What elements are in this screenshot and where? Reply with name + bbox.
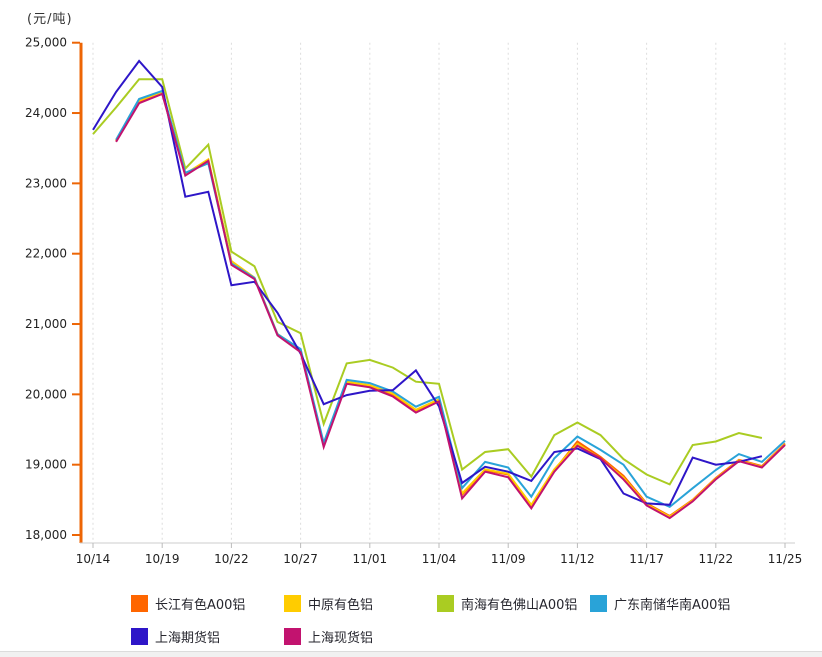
legend-series-name: 上海现货铝 <box>308 630 374 646</box>
vertical-gridlines <box>92 42 786 543</box>
legend-color-swatch <box>437 594 454 612</box>
legend-series-name: 南海有色佛山A00铝 <box>461 597 578 613</box>
svg-text:19,000: 19,000 <box>25 458 67 472</box>
series-line <box>92 78 763 486</box>
svg-text:11/12: 11/12 <box>560 552 595 566</box>
y-axis-tick-labels: 25,000 24,000 23,000 22,000 21,000 20,000 19,0… <box>25 36 67 542</box>
legend-series-name: 上海期货铝 <box>155 630 221 646</box>
svg-text:21,000: 21,000 <box>25 317 67 331</box>
price-line-chart: 25,000 24,000 23,000 22,000 21,000 20,000 19,0… <box>25 36 803 566</box>
y-axis <box>72 41 83 543</box>
legend-color-swatch <box>131 594 148 612</box>
svg-text:22,000: 22,000 <box>25 247 67 261</box>
svg-text:10/19: 10/19 <box>145 552 180 566</box>
legend-color-swatch <box>284 627 301 645</box>
svg-text:18,000: 18,000 <box>25 528 67 542</box>
legend-item: 上海期货铝 <box>131 627 221 646</box>
price-series-lines <box>92 59 786 520</box>
svg-text:11/17: 11/17 <box>629 552 664 566</box>
svg-text:11/01: 11/01 <box>353 552 388 566</box>
svg-text:20,000: 20,000 <box>25 387 67 401</box>
legend-color-swatch <box>131 627 148 645</box>
svg-text:25,000: 25,000 <box>25 36 67 50</box>
legend-item: 中原有色铝 <box>284 594 374 613</box>
x-axis-tick-labels: 10/14 10/19 10/22 10/27 11/01 11/04 11/09 11/12… <box>76 552 803 566</box>
svg-text:10/14: 10/14 <box>76 552 111 566</box>
svg-text:11/04: 11/04 <box>422 552 457 566</box>
svg-text:10/27: 10/27 <box>283 552 318 566</box>
y-axis-unit-label: (元/吨) <box>27 12 73 27</box>
legend-series-name: 中原有色铝 <box>308 597 374 613</box>
svg-text:11/25: 11/25 <box>768 552 803 566</box>
legend-item: 长江有色A00铝 <box>131 594 246 613</box>
legend-item: 上海现货铝 <box>284 627 374 646</box>
svg-text:24,000: 24,000 <box>25 106 67 120</box>
svg-text:23,000: 23,000 <box>25 176 67 190</box>
page-bottom-divider <box>0 651 822 657</box>
legend-item: 广东南储华南A00铝 <box>590 594 731 613</box>
legend-series-name: 长江有色A00铝 <box>155 597 246 613</box>
svg-text:11/09: 11/09 <box>491 552 526 566</box>
series-line <box>115 92 786 520</box>
legend-color-swatch <box>590 594 607 612</box>
svg-text:10/22: 10/22 <box>214 552 249 566</box>
svg-text:11/22: 11/22 <box>699 552 734 566</box>
legend-series-name: 广东南储华南A00铝 <box>614 597 731 613</box>
x-axis <box>80 542 795 548</box>
legend-color-swatch <box>284 594 301 612</box>
series-line <box>92 59 763 506</box>
legend-item: 南海有色佛山A00铝 <box>437 594 578 613</box>
